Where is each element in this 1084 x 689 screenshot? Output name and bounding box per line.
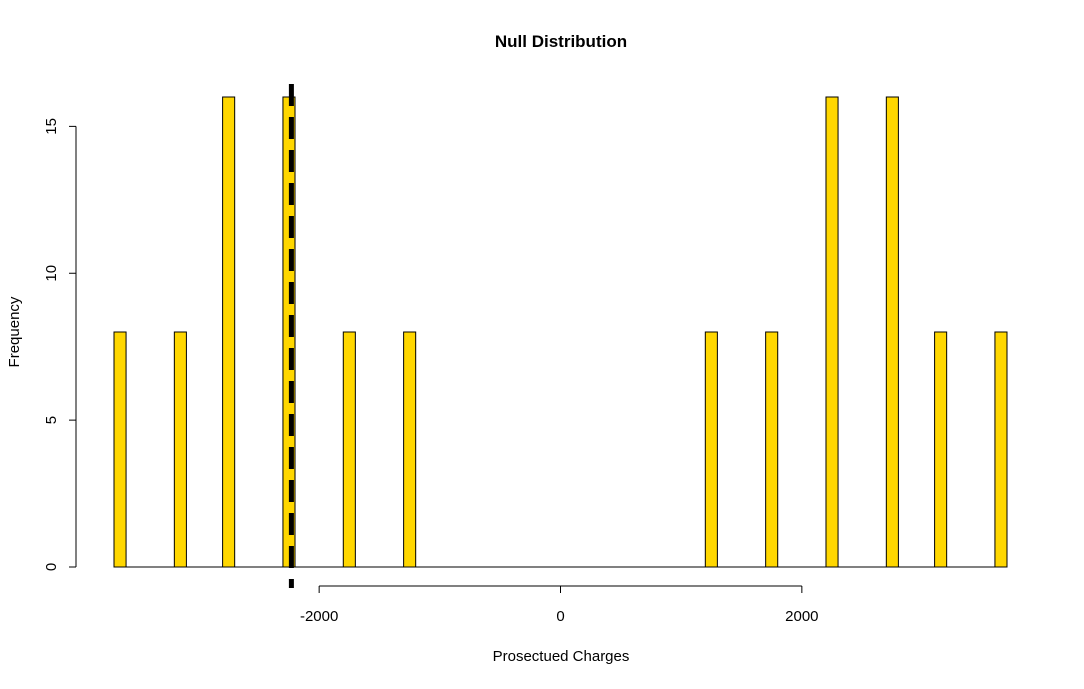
histogram-bar	[342, 331, 356, 568]
x-tick-label: 2000	[785, 608, 818, 625]
histogram-bar	[765, 331, 779, 568]
x-tick-label: -2000	[300, 608, 338, 625]
y-tick-label: 5	[43, 416, 60, 424]
y-axis-title: Frequency	[6, 296, 23, 367]
histogram-bar	[825, 96, 839, 568]
y-tick-label: 15	[43, 118, 60, 135]
histogram-bar	[113, 331, 127, 568]
histogram-bar	[885, 96, 899, 568]
histogram-bar	[173, 331, 187, 568]
x-axis: -2000 0 2000	[300, 585, 819, 625]
y-tick-label: 0	[43, 563, 60, 571]
y-tick-label: 10	[43, 265, 60, 282]
histogram-bar	[222, 96, 236, 568]
x-axis-title: Prosectued Charges	[493, 648, 630, 665]
histogram-bar	[403, 331, 417, 568]
histogram-bar	[934, 331, 948, 568]
histogram-bar	[994, 331, 1008, 568]
histogram-bar	[704, 331, 718, 568]
bars-group	[113, 96, 1008, 568]
x-tick-label: 0	[556, 608, 564, 625]
y-axis: 0 5 10 15	[43, 118, 77, 571]
chart-title: Null Distribution	[495, 32, 627, 51]
